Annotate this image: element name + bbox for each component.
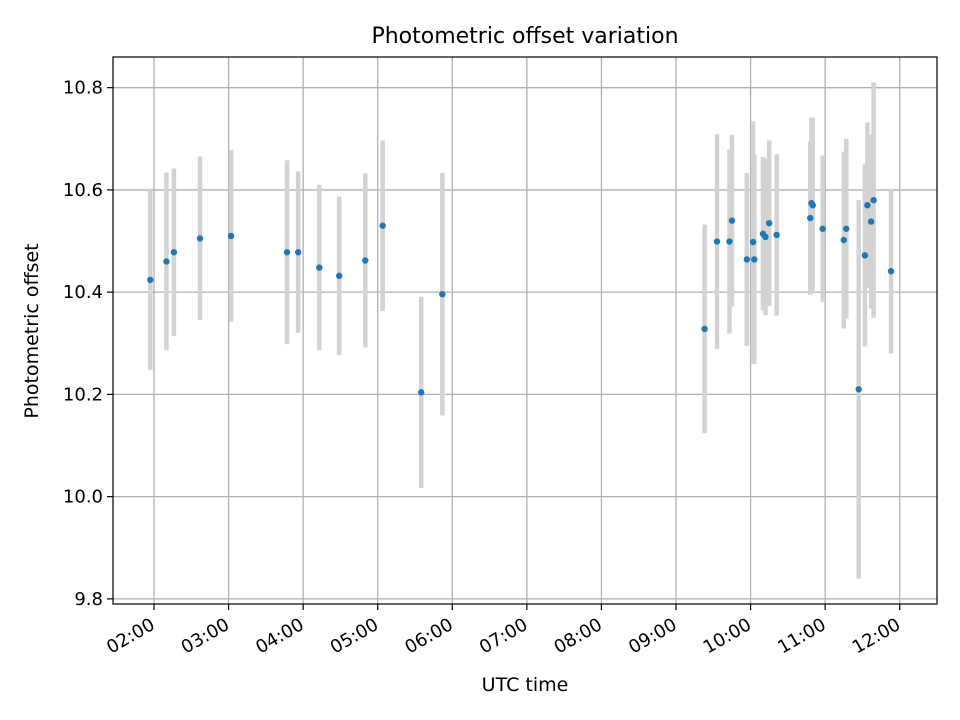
y-tick-label: 9.8 — [74, 589, 103, 610]
y-tick-label: 10.0 — [63, 487, 103, 508]
data-point — [316, 264, 323, 271]
data-point — [418, 389, 425, 396]
data-point — [294, 249, 302, 256]
grid-lines — [113, 57, 937, 604]
data-point — [840, 236, 847, 244]
data-point — [335, 272, 343, 279]
plot-area — [113, 57, 937, 604]
data-point — [807, 214, 814, 222]
data-point — [855, 386, 862, 393]
data-point — [809, 202, 816, 209]
data-point — [227, 232, 235, 240]
data-point — [713, 238, 721, 245]
data-point — [751, 256, 758, 263]
data-point — [887, 267, 895, 275]
data-point — [147, 276, 154, 284]
data-points — [147, 196, 895, 396]
data-point — [870, 196, 877, 204]
data-point — [379, 222, 386, 229]
plot-frame — [112, 56, 938, 605]
data-point — [773, 231, 780, 239]
data-point — [762, 233, 769, 241]
data-point — [749, 238, 757, 246]
data-point — [163, 258, 170, 265]
x-axis-label: UTC time — [482, 674, 569, 696]
y-axis-ticks: 9.8 10.0 10.2 10.4 10.6 10.8 — [63, 78, 113, 610]
data-point — [819, 225, 826, 232]
data-point — [861, 252, 869, 259]
data-point — [864, 202, 871, 209]
data-point — [766, 219, 773, 227]
y-tick-label: 10.6 — [63, 180, 103, 201]
data-point — [439, 291, 446, 298]
data-point — [728, 217, 736, 224]
y-axis-label: Photometric offset — [21, 243, 43, 418]
data-point — [867, 218, 875, 225]
chart-title: Photometric offset variation — [371, 24, 678, 49]
data-point — [743, 256, 751, 263]
data-point — [196, 235, 204, 242]
data-point — [170, 249, 178, 256]
data-point — [283, 249, 291, 256]
y-tick-label: 10.4 — [63, 282, 103, 303]
data-point — [843, 225, 850, 232]
data-point — [701, 325, 708, 333]
y-tick-label: 10.2 — [63, 384, 103, 405]
data-point — [362, 257, 369, 264]
y-tick-label: 10.8 — [63, 78, 103, 99]
data-point — [726, 238, 733, 245]
